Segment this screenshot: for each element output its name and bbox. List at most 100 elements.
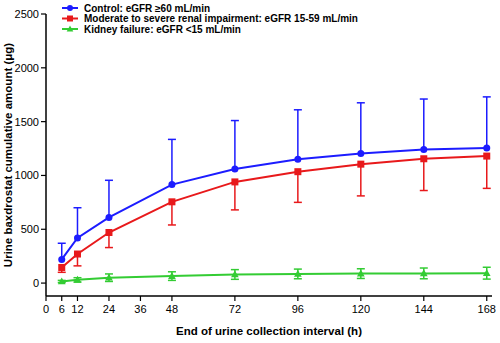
data-point: [168, 181, 175, 188]
error-bar: [171, 139, 173, 184]
error-cap: [420, 98, 428, 100]
data-point: [420, 155, 427, 162]
x-tick: [234, 296, 235, 301]
error-cap: [420, 278, 428, 280]
error-cap: [168, 280, 176, 282]
error-cap: [483, 96, 491, 98]
y-tick-label: 1000: [15, 169, 39, 181]
error-bar: [234, 121, 236, 169]
legend-label: Control: eGFR ≥60 mL/min: [84, 3, 210, 14]
y-tick-label: 1500: [15, 116, 39, 128]
error-cap: [168, 224, 176, 226]
error-cap: [483, 267, 491, 269]
y-tick: [41, 229, 46, 230]
error-cap: [357, 195, 365, 197]
data-point: [58, 264, 65, 271]
legend-marker: [67, 5, 73, 11]
error-cap: [357, 268, 365, 270]
data-point: [294, 270, 302, 277]
data-point: [483, 153, 490, 160]
y-tick-label: 0: [33, 277, 39, 289]
data-point: [357, 270, 365, 277]
data-point: [231, 178, 238, 185]
x-tick: [423, 296, 424, 301]
data-point: [74, 234, 81, 241]
legend-label: Kidney failure: eGFR <15 mL/min: [84, 24, 241, 35]
x-tick: [61, 296, 62, 301]
error-cap: [105, 281, 113, 283]
y-tick: [41, 282, 46, 283]
x-tick: [77, 296, 78, 301]
error-cap: [483, 278, 491, 280]
y-tick: [41, 67, 46, 68]
x-tick: [140, 296, 141, 301]
error-bar: [360, 164, 362, 196]
error-cap: [357, 278, 365, 280]
error-cap: [294, 202, 302, 204]
x-tick-label: 36: [134, 303, 146, 315]
x-tick-label: 12: [71, 303, 83, 315]
error-cap: [105, 247, 113, 249]
x-tick-label: 24: [103, 303, 115, 315]
data-point: [105, 214, 112, 221]
data-point: [231, 165, 238, 172]
data-point: [483, 145, 490, 152]
x-tick-label: 48: [166, 303, 178, 315]
error-bar: [108, 180, 110, 217]
series-line: [62, 148, 487, 259]
data-point: [105, 274, 113, 281]
data-point: [420, 269, 428, 276]
data-point: [74, 276, 82, 283]
x-tick-label: 6: [59, 303, 65, 315]
error-cap: [105, 180, 113, 182]
y-tick-label: 2000: [15, 62, 39, 74]
error-bar: [486, 97, 488, 148]
error-cap: [58, 243, 66, 245]
error-cap: [294, 278, 302, 280]
error-bar: [234, 182, 236, 210]
x-tick: [171, 296, 172, 301]
plot-area: [58, 97, 491, 284]
x-tick-label: 144: [415, 303, 433, 315]
x-tick: [45, 296, 46, 301]
y-tick-label: 500: [21, 223, 39, 235]
x-tick: [108, 296, 109, 301]
error-bar: [423, 159, 425, 191]
x-tick: [486, 296, 487, 301]
x-axis-label: End of urine collection interval (h): [176, 325, 362, 337]
error-bar: [360, 103, 362, 154]
data-point: [231, 270, 239, 277]
x-tick: [360, 296, 361, 301]
y-tick: [41, 121, 46, 122]
error-cap: [294, 268, 302, 270]
error-bar: [423, 99, 425, 150]
legend-label: Moderate to severe renal impairment: eGF…: [84, 13, 358, 24]
x-tick: [297, 296, 298, 301]
x-tick-label: 168: [478, 303, 496, 315]
legend-marker: [67, 26, 74, 32]
error-cap: [231, 120, 239, 122]
error-bar: [297, 110, 299, 160]
y-axis-label: Urine baxdrostat cumulative amount (μg): [2, 43, 14, 267]
data-point: [168, 198, 175, 205]
error-cap: [231, 209, 239, 211]
legend: Control: eGFR ≥60 mL/minModerate to seve…: [62, 3, 358, 35]
data-point: [74, 251, 81, 258]
error-cap: [73, 265, 81, 267]
data-point: [58, 256, 65, 263]
error-bar: [77, 208, 79, 238]
error-cap: [231, 269, 239, 271]
error-cap: [357, 102, 365, 104]
data-point: [105, 229, 112, 236]
error-bar: [297, 172, 299, 203]
data-point: [58, 277, 66, 284]
error-cap: [420, 267, 428, 269]
chart: 0500100015002000250006122436487296120144…: [0, 0, 500, 343]
error-cap: [420, 190, 428, 192]
error-bar: [486, 156, 488, 188]
error-cap: [73, 207, 81, 209]
legend-marker: [67, 16, 73, 22]
data-point: [420, 146, 427, 153]
y-tick-label: 2500: [15, 8, 39, 20]
data-point: [357, 161, 364, 168]
